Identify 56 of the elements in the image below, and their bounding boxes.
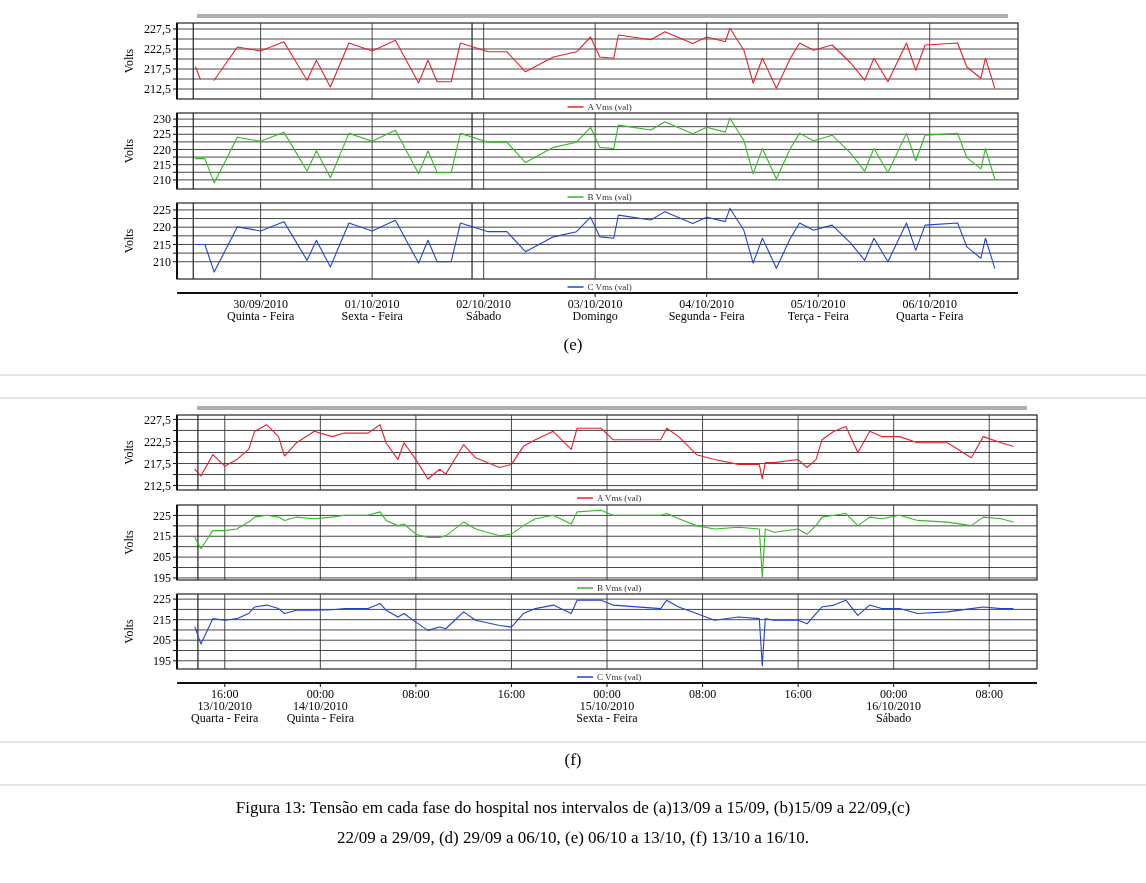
y-tick-label: 215 — [153, 612, 171, 627]
y-tick-label: 210 — [153, 254, 171, 269]
legend-label: C Vms (val) — [597, 672, 642, 683]
y-tick-label: 225 — [153, 592, 171, 607]
y-tick-label: 205 — [153, 633, 171, 648]
y-axis-title: Volts — [122, 529, 136, 555]
x-tick-label: 30/09/2010 Quinta - Feira — [226, 297, 295, 323]
y-tick-label: 210 — [153, 173, 171, 188]
x-tick-label: 00:00 15/10/2010 Sexta - Feira — [576, 687, 639, 725]
y-tick-label: 227,5 — [144, 22, 171, 37]
legend-label: B Vms (val) — [587, 192, 632, 203]
y-tick-label: 215 — [153, 157, 171, 172]
x-tick-label: 01/10/2010 Sexta - Feira — [341, 297, 404, 323]
x-tick-label: 06/10/2010 Quarta - Feira — [896, 297, 965, 323]
y-tick-label: 230 — [153, 112, 171, 127]
y-tick-label: 217,5 — [144, 456, 171, 471]
x-tick-label: 08:00 — [688, 687, 717, 701]
y-axis-title: Volts — [122, 48, 136, 74]
text: (f) — [564, 750, 582, 769]
y-tick-label: 212,5 — [144, 82, 171, 97]
y-axis-title: Volts — [122, 618, 136, 644]
y-axis-title: Volts — [122, 138, 136, 164]
y-tick-label: 220 — [153, 142, 171, 157]
y-tick-label: 225 — [153, 203, 171, 218]
legend-label: B Vms (val) — [597, 583, 642, 594]
x-tick-label: 08:00 — [975, 687, 1003, 701]
y-tick-label: 220 — [153, 220, 171, 235]
x-tick-label: 00:00 16/10/2010 Sábado — [866, 687, 921, 725]
x-tick-label: 16:00 — [497, 687, 526, 701]
y-tick-label: 215 — [153, 529, 171, 544]
text: (e) — [563, 335, 583, 354]
x-tick-label: 16:00 13/10/2010 Quarta - Feira — [191, 687, 260, 725]
x-tick-label: 16:00 — [784, 687, 812, 701]
text: Figura 13: Tensão em cada fase do hospital nos intervalos de (a)13/09 a 15/09, (b)15/09 a 22/09,(c) 22/09 a 29/09, (d) 29/09 a 06/10, (e) 06/10 a 13/10, (f) 13/10 a 16/10. — [235, 798, 911, 847]
legend-label: A Vms (val) — [597, 493, 642, 504]
legend-label: C Vms (val) — [587, 282, 632, 293]
y-tick-label: 222,5 — [144, 42, 171, 57]
y-tick-label: 225 — [153, 127, 171, 142]
y-tick-label: 195 — [153, 571, 171, 586]
x-tick-label: 08:00 — [402, 687, 430, 701]
x-tick-label: 02/10/2010 Sábado — [456, 297, 511, 323]
y-axis-title: Volts — [122, 228, 136, 254]
y-tick-label: 222,5 — [144, 434, 171, 449]
y-tick-label: 195 — [153, 653, 171, 668]
y-tick-label: 212,5 — [144, 478, 171, 493]
x-tick-label: 05/10/2010 Terça - Feira — [787, 297, 850, 323]
legend-label: A Vms (val) — [587, 102, 632, 113]
x-tick-label: 04/10/2010 Segunda - Feira — [668, 297, 746, 323]
x-tick-label: 00:00 14/10/2010 Quinta - Feira — [286, 687, 355, 725]
y-tick-label: 217,5 — [144, 62, 171, 77]
y-axis-title: Volts — [122, 439, 136, 465]
y-tick-label: 215 — [153, 237, 171, 252]
y-tick-label: 205 — [153, 550, 171, 565]
x-tick-label: 03/10/2010 Domingo — [567, 297, 623, 323]
y-tick-label: 227,5 — [144, 412, 171, 427]
y-tick-label: 225 — [153, 508, 171, 523]
